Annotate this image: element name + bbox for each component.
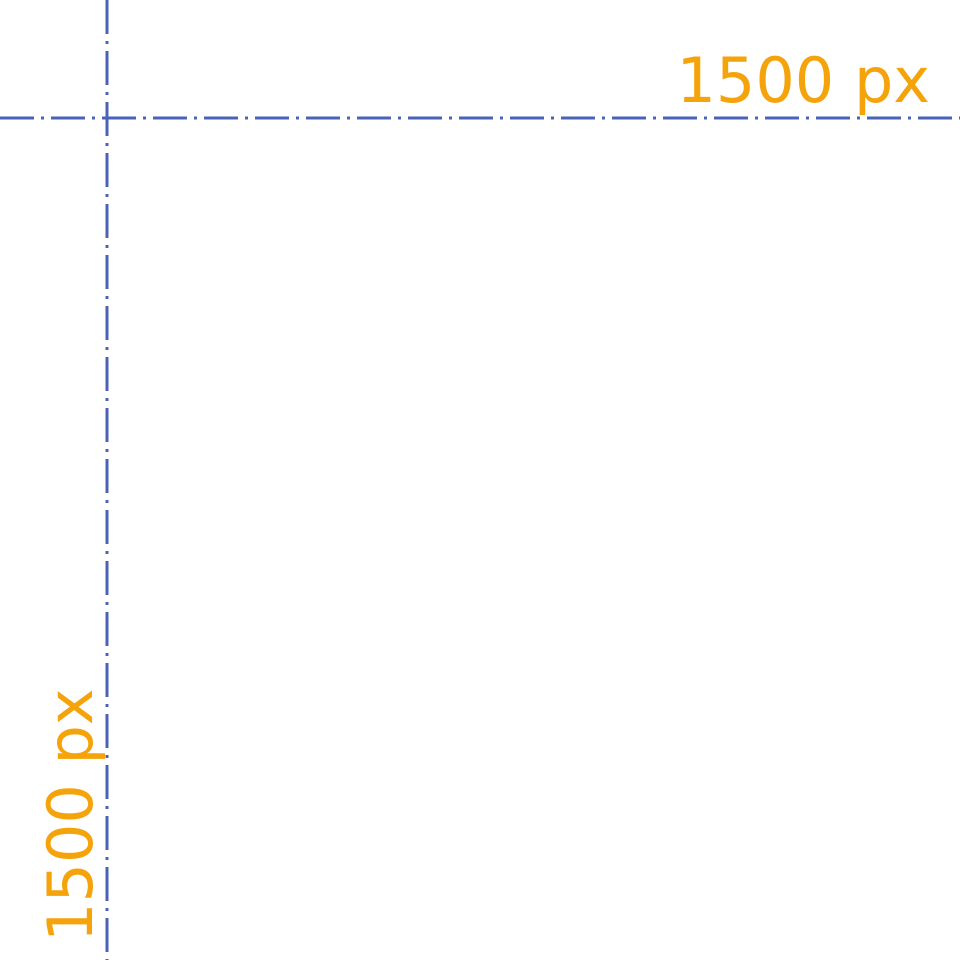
vertical-dimension-label: 1500 px <box>34 688 107 942</box>
horizontal-dimension-label: 1500 px <box>676 44 930 117</box>
